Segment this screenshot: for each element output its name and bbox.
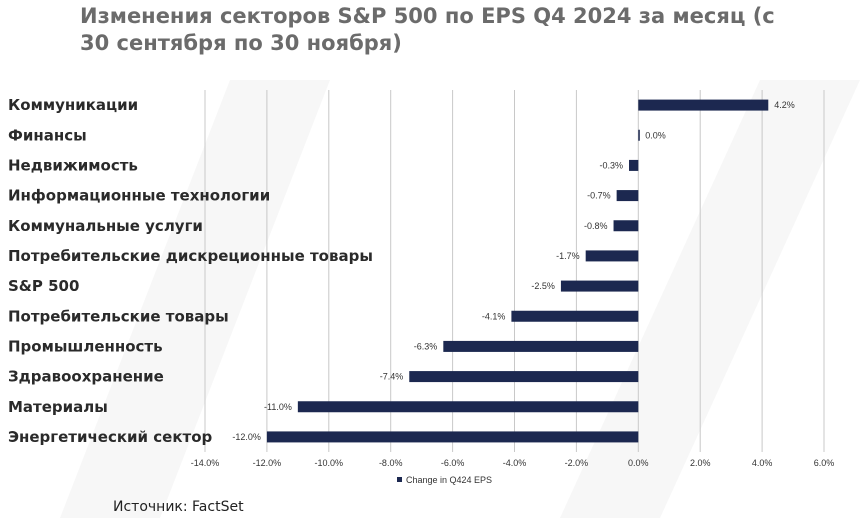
bar [638,129,640,141]
category-label: Недвижимость [8,156,138,174]
bar [409,371,639,383]
category-label: S&P 500 [8,277,79,295]
x-tick-label: -2.0% [565,458,589,468]
category-label: Коммунальные услуги [8,217,203,235]
bar [443,340,639,352]
x-tick-label: 2.0% [690,458,711,468]
bar [511,310,639,322]
watermark-shape [560,80,860,518]
data-label: -7.4% [380,372,404,382]
category-labels: Коммуникации Финансы Недвижимость Информаци… [8,96,373,446]
data-label: 0.0% [645,130,666,140]
category-label: Потребительские товары [8,307,229,325]
category-label: Информационные технологии [8,187,270,205]
bar [560,280,639,292]
category-label: Коммуникации [8,96,138,114]
data-label: -0.8% [584,221,608,231]
x-tick-label: 6.0% [814,458,835,468]
data-label: -1.7% [556,251,580,261]
bar [638,99,769,111]
x-tick-label: -14.0% [191,458,220,468]
data-label: 4.2% [774,100,795,110]
watermark-shape [60,80,330,518]
legend-swatch [397,477,402,482]
x-tick-label: 0.0% [628,458,649,468]
background-watermark [60,80,860,518]
data-label: -11.0% [264,402,292,412]
bar [297,401,639,413]
data-label: -2.5% [531,281,555,291]
data-label: -0.3% [599,160,623,170]
data-labels: 4.2% 0.0% -0.3% -0.7% -0.8% -1.7% -2.5% -4.1% -6… [232,100,794,442]
x-tick-label: 4.0% [752,458,773,468]
category-label: Здравоохранение [8,368,164,386]
bar [629,159,639,171]
legend: Change in Q424 EPS [397,475,492,485]
data-label: -6.3% [414,341,438,351]
bar [585,250,639,262]
x-tick-label: -8.0% [379,458,403,468]
category-label: Энергетический сектор [8,428,213,446]
category-label: Материалы [8,398,108,416]
x-tick-label: -10.0% [315,458,344,468]
bar [613,220,639,232]
bars [266,99,769,443]
x-tick-label: -12.0% [253,458,282,468]
bar [266,431,639,443]
x-axis: -14.0% -12.0% -10.0% -8.0% -6.0% -4.0% -2.0% 0.… [191,458,835,468]
gridlines [204,90,825,452]
data-label: -12.0% [232,432,261,442]
legend-label: Change in Q424 EPS [406,475,492,485]
category-label: Финансы [8,126,87,144]
chart-title: Изменения секторов S&P 500 по EPS Q4 202… [80,4,775,55]
data-label: -0.7% [587,191,611,201]
category-label: Промышленность [8,337,163,355]
x-tick-label: -4.0% [503,458,527,468]
bar [616,190,639,202]
x-tick-label: -6.0% [441,458,465,468]
source-note: Источник: FactSet [113,499,244,515]
category-label: Потребительские дискреционные товары [8,247,373,265]
data-label: -4.1% [482,311,506,321]
